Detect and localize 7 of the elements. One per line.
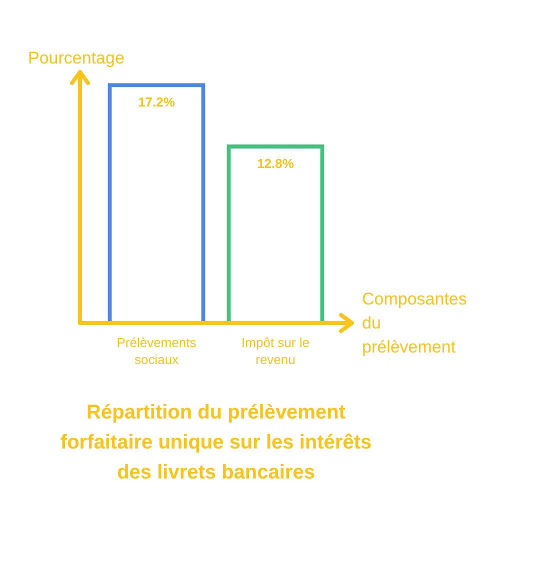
text: Répartition du prélèvement forfaitaire unique sur les intérêts des livrets bancaires <box>60 402 372 484</box>
y-axis-title: Pourcentage <box>28 48 124 68</box>
x-tick-label: Impôt sur le revenu <box>242 335 310 367</box>
data-label: 17.2% <box>138 94 176 110</box>
x-axis-title: Composantes du prélèvement <box>362 290 467 357</box>
data-label: 12.8% <box>257 156 294 172</box>
x-tick-label: Prélèvements sociaux <box>116 335 197 367</box>
